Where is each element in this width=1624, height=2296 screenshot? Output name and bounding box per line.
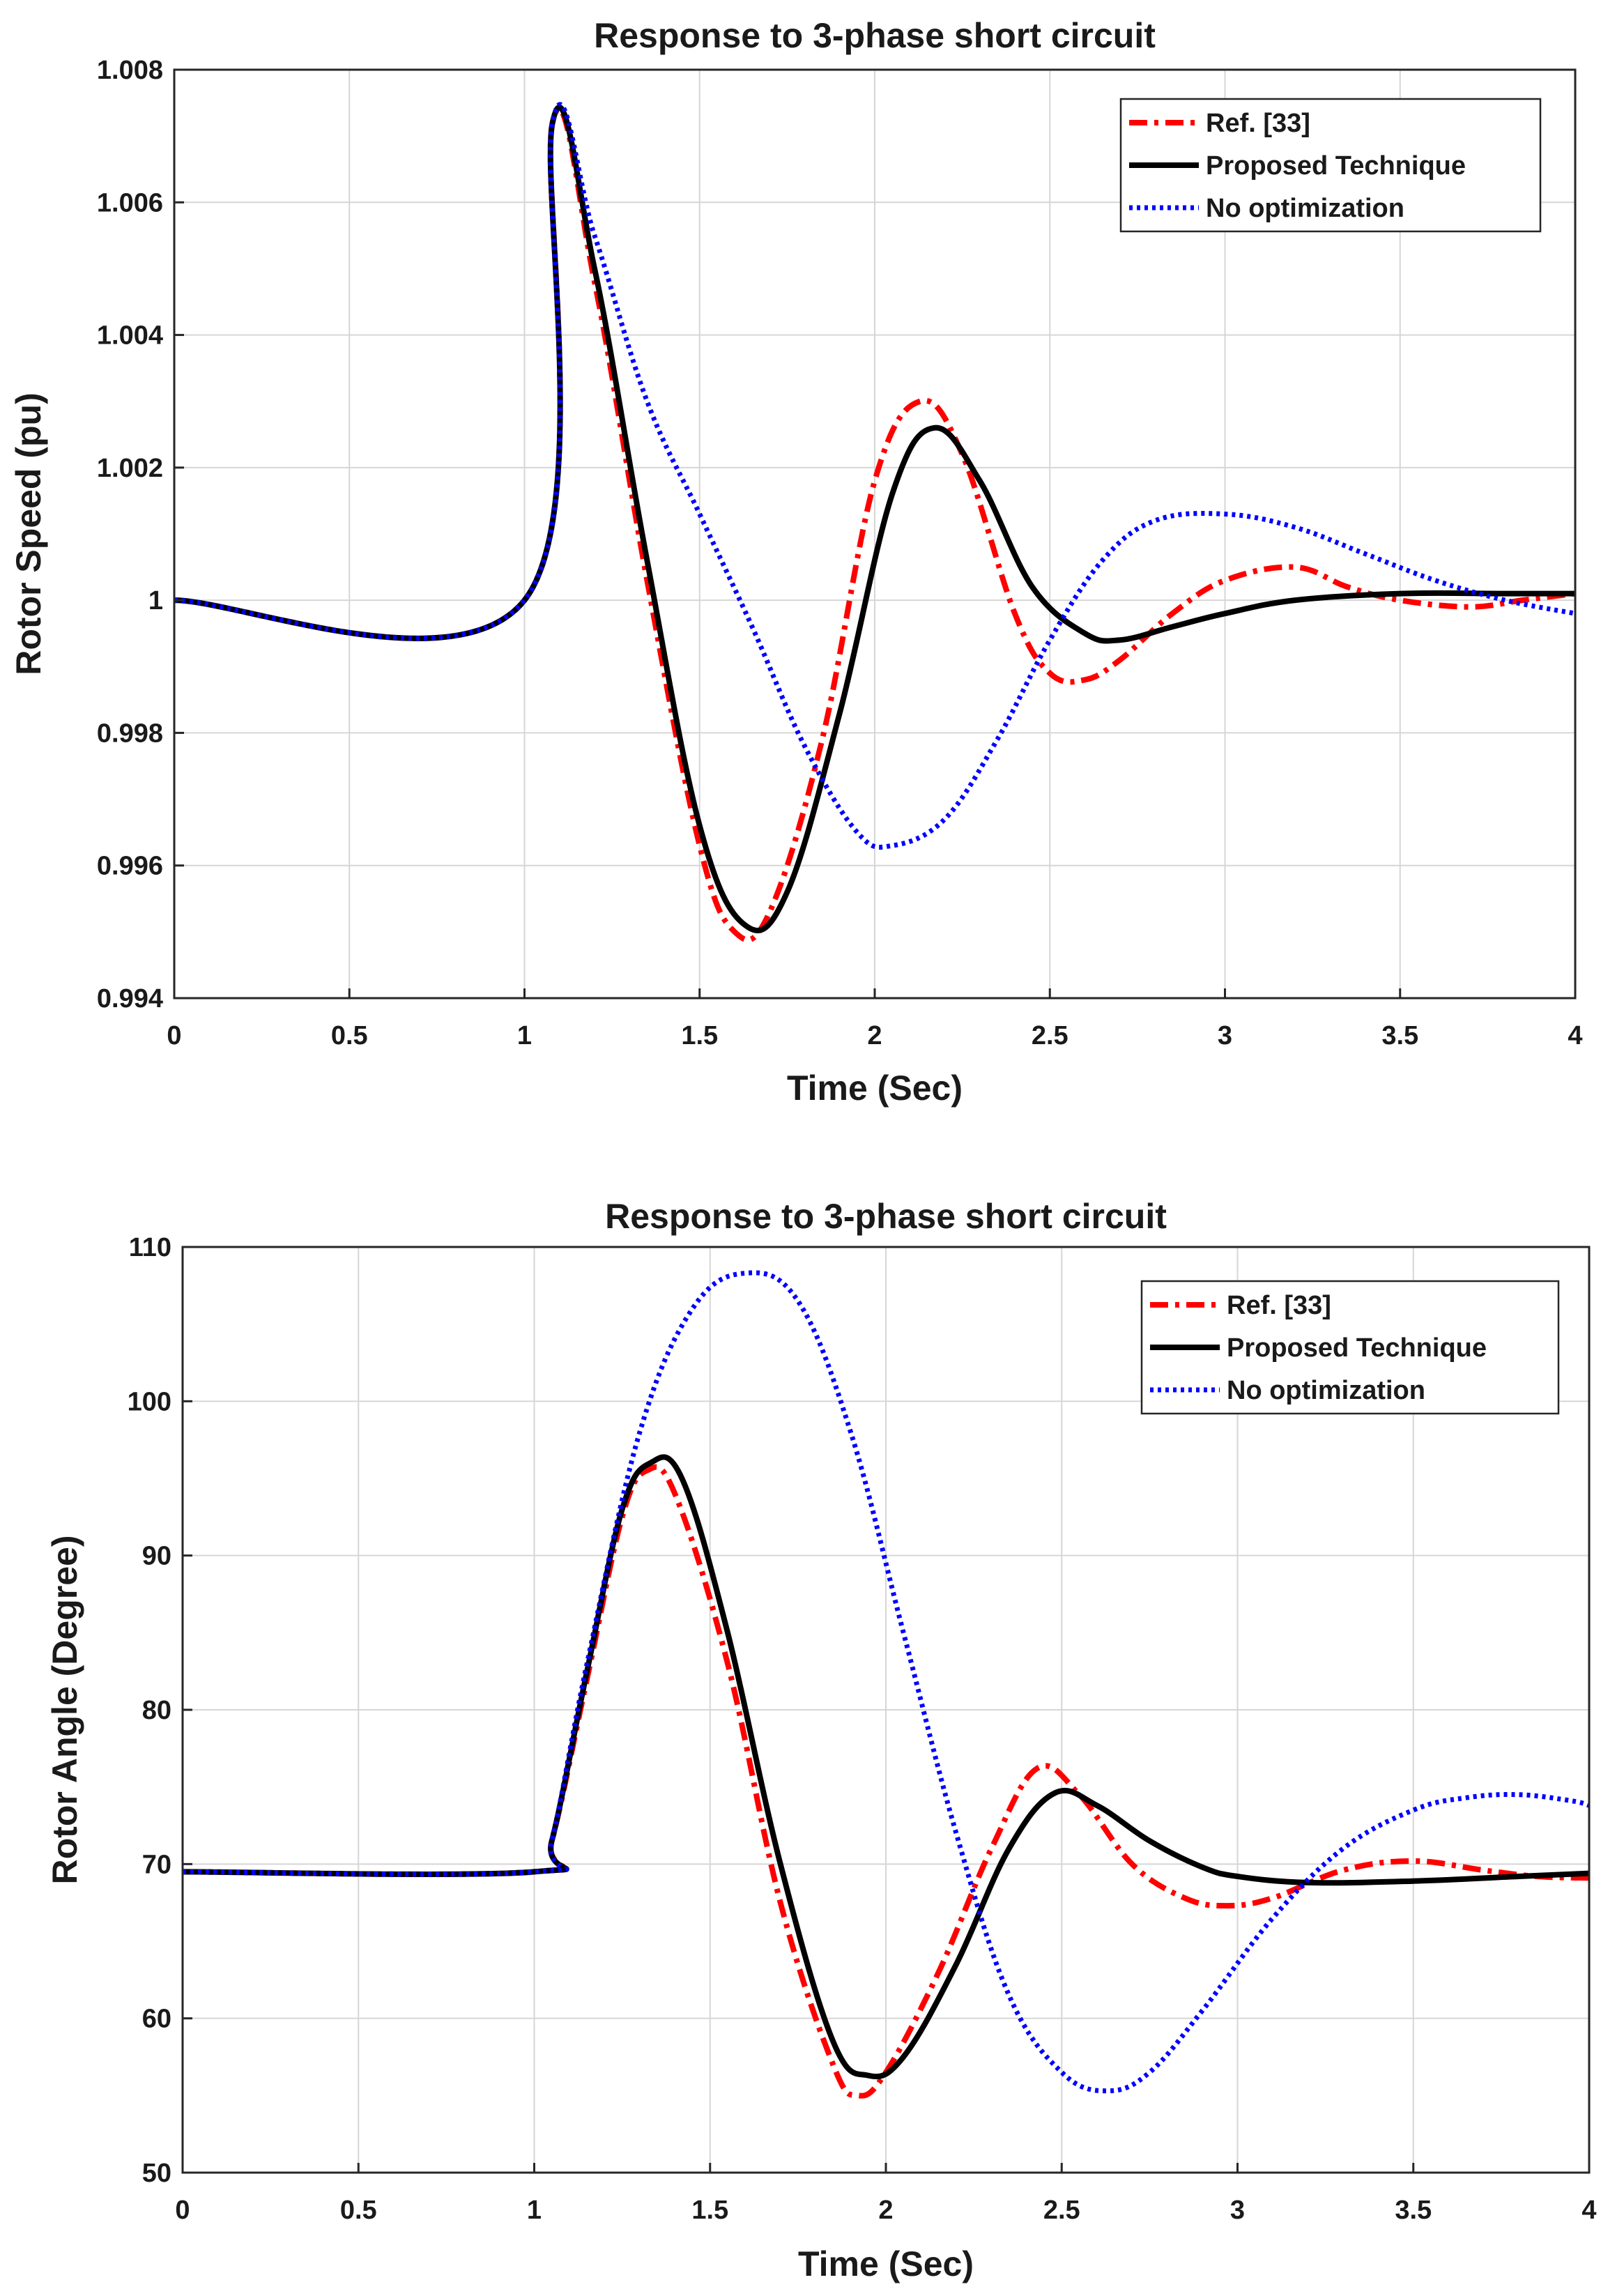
chart-rotor-speed: 0 0.5 1 1.5 2 2.5 3 3.5 4 0.994 0.996 0.998 1 1.002 1.…: [9, 16, 1583, 1108]
legend: Ref. [33] Proposed Technique No optimizati…: [1140, 1280, 1560, 1415]
x-tick-label: 0: [175, 2196, 190, 2225]
legend-label: Proposed Technique: [1206, 151, 1466, 181]
x-tick-label: 2: [878, 2196, 893, 2225]
y-tick-label: 0.994: [97, 984, 163, 1013]
y-tick-label: 1.004: [97, 321, 163, 351]
legend-label: Ref. [33]: [1227, 1291, 1331, 1320]
x-tick-label: 3.5: [1381, 1021, 1418, 1050]
x-tick-label: 2.5: [1043, 2196, 1080, 2225]
x-tick-label: 3: [1230, 2196, 1245, 2225]
y-tick-label: 60: [142, 2005, 171, 2034]
y-tick-label: 70: [142, 1850, 171, 1879]
y-tick-label: 90: [142, 1542, 171, 1571]
y-tick-label: 1.008: [97, 56, 163, 85]
legend-label: No optimization: [1206, 194, 1404, 223]
y-axis-label: Rotor Angle (Degree): [45, 1536, 84, 1885]
x-tick-label: 3: [1218, 1021, 1232, 1050]
x-tick-label: 0: [167, 1021, 181, 1050]
y-tick-label: 0.998: [97, 719, 163, 748]
legend: Ref. [33] Proposed Technique No optimizati…: [1119, 98, 1542, 233]
legend-label: No optimization: [1227, 1376, 1425, 1405]
x-tick-label: 2.5: [1032, 1021, 1068, 1050]
x-tick-label: 1: [527, 2196, 542, 2225]
x-tick-label: 1.5: [691, 2196, 728, 2225]
x-tick-label: 4: [1568, 1021, 1582, 1050]
y-tick-label: 1.006: [97, 188, 163, 217]
y-tick-label: 1.002: [97, 454, 163, 483]
x-tick-label: 1: [517, 1021, 532, 1050]
y-tick-label: 80: [142, 1696, 171, 1725]
chart-title: Response to 3-phase short circuit: [605, 1197, 1167, 1236]
y-tick-label: 100: [128, 1387, 171, 1416]
series-line-no-optimization: [174, 102, 1575, 850]
y-tick-label: 0.996: [97, 852, 163, 881]
legend-label: Proposed Technique: [1227, 1333, 1487, 1363]
x-tick-label: 1.5: [681, 1021, 718, 1050]
y-tick-label: 110: [129, 1233, 171, 1262]
x-axis-label: Time (Sec): [798, 2244, 974, 2283]
x-tick-label: 0.5: [331, 1021, 368, 1050]
legend-label: Ref. [33]: [1206, 109, 1310, 138]
chart-rotor-angle: 0 0.5 1 1.5 2 2.5 3 3.5 4 50 60 70 80 90 100 110 Respons…: [45, 1197, 1597, 2283]
series-line-no-optimization: [183, 1270, 1589, 2094]
x-tick-label: 0.5: [340, 2196, 377, 2225]
y-axis-label: Rotor Speed (pu): [9, 392, 48, 675]
x-axis-label: Time (Sec): [787, 1069, 963, 1108]
x-tick-label: 2: [867, 1021, 882, 1050]
x-tick-label: 4: [1581, 2196, 1596, 2225]
y-tick-label: 50: [142, 2159, 171, 2188]
chart-title: Response to 3-phase short circuit: [594, 16, 1156, 55]
y-tick-label: 1: [148, 586, 163, 615]
x-tick-label: 3.5: [1395, 2196, 1432, 2225]
series-line-proposed-technique: [174, 105, 1575, 933]
